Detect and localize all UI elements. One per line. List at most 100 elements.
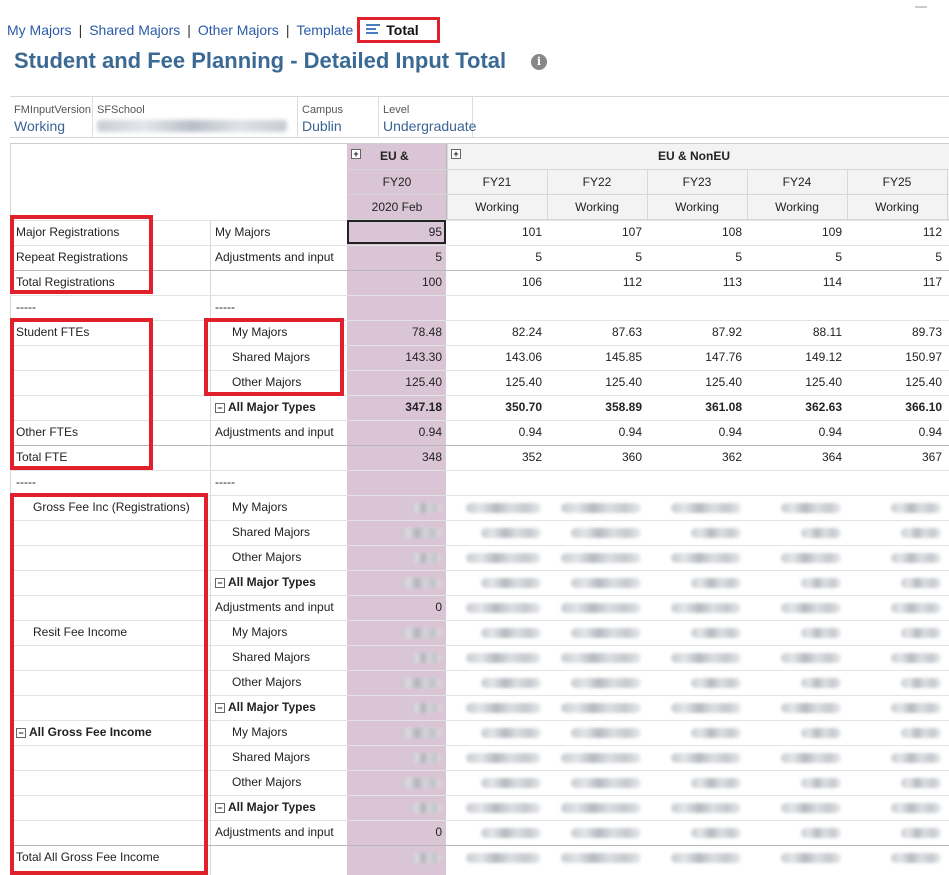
year-header[interactable]: FY20 — [382, 175, 412, 189]
row-header-l2[interactable]: Shared Majors — [232, 525, 310, 539]
data-cell[interactable]: 0.94 — [718, 425, 742, 439]
redacted-cell[interactable] — [571, 778, 641, 788]
pov-campus[interactable]: Campus Dublin — [298, 97, 379, 137]
row-header-l2[interactable]: ----- — [215, 300, 235, 314]
row-header-l1[interactable]: Resit Fee Income — [33, 625, 127, 639]
row-header-l2[interactable]: My Majors — [232, 500, 287, 514]
redacted-cell[interactable] — [901, 578, 941, 588]
redacted-cell[interactable] — [571, 678, 641, 688]
redacted-cell[interactable] — [671, 703, 741, 713]
redacted-cell[interactable] — [801, 678, 841, 688]
data-cell[interactable]: 364 — [821, 450, 842, 464]
redacted-cell[interactable] — [411, 853, 441, 863]
row-header-l2[interactable]: Other Majors — [232, 550, 301, 564]
data-cell[interactable]: 82.24 — [511, 325, 542, 339]
redacted-cell[interactable] — [481, 678, 541, 688]
version-header[interactable]: Working — [675, 200, 719, 214]
data-cell[interactable]: 5 — [535, 250, 542, 264]
redacted-cell[interactable] — [466, 553, 541, 563]
row-header-l2[interactable]: ----- — [215, 475, 235, 489]
year-header[interactable]: FY24 — [782, 175, 812, 189]
row-header-l2[interactable]: My Majors — [232, 725, 287, 739]
data-cell[interactable]: 106 — [521, 275, 542, 289]
redacted-cell[interactable] — [891, 853, 941, 863]
redacted-cell[interactable] — [561, 703, 641, 713]
data-cell[interactable]: 0 — [435, 825, 442, 839]
redacted-cell[interactable] — [671, 653, 741, 663]
row-header-l1[interactable]: Other FTEs — [16, 425, 78, 439]
redacted-cell[interactable] — [671, 603, 741, 613]
redacted-cell[interactable] — [691, 528, 741, 538]
data-cell[interactable]: 117 — [922, 275, 942, 289]
data-cell[interactable]: 149.12 — [805, 350, 842, 364]
row-header-l2[interactable]: Adjustments and input — [215, 825, 334, 839]
redacted-cell[interactable] — [411, 703, 441, 713]
redacted-cell[interactable] — [571, 528, 641, 538]
data-cell[interactable]: 87.92 — [711, 325, 742, 339]
redacted-cell[interactable] — [481, 528, 541, 538]
version-header[interactable]: Working — [775, 200, 819, 214]
redacted-cell[interactable] — [401, 678, 441, 688]
data-cell[interactable]: 350.70 — [505, 400, 542, 414]
redacted-cell[interactable] — [411, 753, 441, 763]
redacted-cell[interactable] — [671, 753, 741, 763]
row-header-l1[interactable]: ----- — [16, 475, 36, 489]
info-icon[interactable]: i — [531, 54, 547, 70]
redacted-cell[interactable] — [466, 803, 541, 813]
pov-level[interactable]: Level Undergraduate — [379, 97, 476, 137]
row-header-l2[interactable]: Adjustments and input — [215, 425, 334, 439]
redacted-cell[interactable] — [691, 578, 741, 588]
data-cell[interactable]: 107 — [621, 225, 642, 239]
nav-other-majors[interactable]: Other Majors — [197, 22, 279, 38]
version-header[interactable]: 2020 Feb — [371, 200, 423, 214]
data-cell[interactable]: 89.73 — [911, 325, 942, 339]
data-cell[interactable]: 5 — [835, 250, 842, 264]
year-header[interactable]: FY23 — [682, 175, 712, 189]
redacted-cell[interactable] — [466, 603, 541, 613]
redacted-cell[interactable] — [561, 653, 641, 663]
data-cell[interactable]: 0.94 — [818, 425, 842, 439]
redacted-cell[interactable] — [411, 503, 441, 513]
row-header-l1[interactable]: Repeat Registrations — [16, 250, 128, 264]
redacted-cell[interactable] — [891, 703, 941, 713]
data-cell[interactable]: 5 — [935, 250, 942, 264]
column-group-eu-noneu[interactable]: + EU & NonEU — [451, 149, 730, 163]
redacted-cell[interactable] — [901, 778, 941, 788]
row-header-l2[interactable]: Shared Majors — [232, 750, 310, 764]
redacted-cell[interactable] — [901, 528, 941, 538]
redacted-cell[interactable] — [901, 678, 941, 688]
redacted-cell[interactable] — [401, 778, 441, 788]
data-cell[interactable]: 100 — [421, 275, 442, 289]
row-header-l2[interactable]: Other Majors — [232, 775, 301, 789]
collapse-icon[interactable]: − — [16, 727, 26, 738]
redacted-cell[interactable] — [411, 653, 441, 663]
expand-icon[interactable]: + — [451, 149, 461, 159]
data-cell[interactable]: 145.85 — [605, 350, 642, 364]
redacted-cell[interactable] — [481, 578, 541, 588]
version-header[interactable]: Working — [475, 200, 519, 214]
data-cell[interactable]: 360 — [621, 450, 642, 464]
selected-cell[interactable] — [347, 220, 446, 244]
redacted-cell[interactable] — [801, 528, 841, 538]
redacted-cell[interactable] — [901, 828, 941, 838]
redacted-cell[interactable] — [401, 728, 441, 738]
data-cell[interactable]: 78.48 — [411, 325, 442, 339]
row-header-l2[interactable]: My Majors — [215, 225, 270, 239]
row-header-l1[interactable]: Major Registrations — [16, 225, 119, 239]
data-cell[interactable]: 150.97 — [905, 350, 942, 364]
version-header[interactable]: Working — [875, 200, 919, 214]
column-group-eu[interactable]: + EU & — [351, 149, 409, 163]
data-cell[interactable]: 125.40 — [905, 375, 942, 389]
data-cell[interactable]: 114 — [822, 275, 842, 289]
redacted-cell[interactable] — [671, 553, 741, 563]
redacted-cell[interactable] — [781, 553, 841, 563]
redacted-cell[interactable] — [481, 828, 541, 838]
redacted-cell[interactable] — [561, 503, 641, 513]
redacted-cell[interactable] — [691, 628, 741, 638]
row-header-l2[interactable]: Shared Majors — [232, 350, 310, 364]
redacted-cell[interactable] — [801, 728, 841, 738]
year-header[interactable]: FY25 — [882, 175, 912, 189]
data-cell[interactable]: 361.08 — [705, 400, 742, 414]
redacted-cell[interactable] — [801, 828, 841, 838]
data-cell[interactable]: 143.30 — [405, 350, 442, 364]
